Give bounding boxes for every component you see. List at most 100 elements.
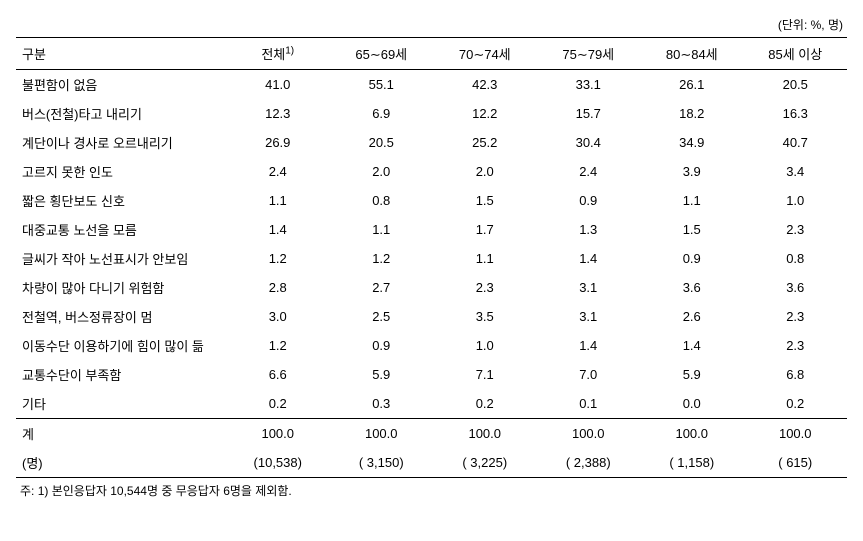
cell-value: 2.3 [744, 215, 848, 244]
table-row: 차량이 많아 다니기 위험함2.82.72.33.13.63.6 [16, 273, 847, 302]
row-label: 계단이나 경사로 오르내리기 [16, 128, 226, 157]
cell-value: 1.4 [640, 331, 744, 360]
table-row: 글씨가 작아 노선표시가 안보임1.21.21.11.40.90.8 [16, 244, 847, 273]
row-label: 교통수단이 부족함 [16, 360, 226, 389]
cell-value: 1.2 [226, 331, 330, 360]
cell-value: 1.3 [537, 215, 641, 244]
row-label: 글씨가 작아 노선표시가 안보임 [16, 244, 226, 273]
total-label: 계 [16, 419, 226, 449]
footnote: 주: 1) 본인응답자 10,544명 중 무응답자 6명을 제외함. [16, 482, 847, 499]
cell-value: 20.5 [330, 128, 434, 157]
cell-value: 1.5 [433, 186, 537, 215]
cell-value: 18.2 [640, 99, 744, 128]
count-value: ( 1,158) [640, 448, 744, 478]
cell-value: 26.9 [226, 128, 330, 157]
cell-value: 2.6 [640, 302, 744, 331]
cell-value: 2.4 [226, 157, 330, 186]
cell-value: 0.8 [744, 244, 848, 273]
cell-value: 2.3 [433, 273, 537, 302]
cell-value: 5.9 [640, 360, 744, 389]
header-category-text: 구분 [22, 47, 46, 62]
cell-value: 1.7 [433, 215, 537, 244]
table-row: 버스(전철)타고 내리기12.36.912.215.718.216.3 [16, 99, 847, 128]
cell-value: 0.9 [330, 331, 434, 360]
header-total: 전체1) [226, 38, 330, 70]
cell-value: 42.3 [433, 70, 537, 100]
cell-value: 0.9 [640, 244, 744, 273]
count-value: (10,538) [226, 448, 330, 478]
cell-value: 1.4 [537, 331, 641, 360]
cell-value: 1.2 [330, 244, 434, 273]
cell-value: 1.4 [537, 244, 641, 273]
cell-value: 3.1 [537, 302, 641, 331]
count-value: ( 2,388) [537, 448, 641, 478]
table-row: 교통수단이 부족함6.65.97.17.05.96.8 [16, 360, 847, 389]
cell-value: 1.4 [226, 215, 330, 244]
row-label: 불편함이 없음 [16, 70, 226, 100]
count-label: (명) [16, 448, 226, 478]
cell-value: 1.1 [330, 215, 434, 244]
table-row: 기타0.20.30.20.10.00.2 [16, 389, 847, 419]
cell-value: 41.0 [226, 70, 330, 100]
cell-value: 1.0 [433, 331, 537, 360]
header-age-75-79-text: 75∼79세 [562, 47, 614, 62]
cell-value: 0.2 [744, 389, 848, 419]
cell-value: 3.1 [537, 273, 641, 302]
cell-value: 2.4 [537, 157, 641, 186]
cell-value: 6.6 [226, 360, 330, 389]
cell-value: 2.7 [330, 273, 434, 302]
cell-value: 20.5 [744, 70, 848, 100]
cell-value: 1.2 [226, 244, 330, 273]
row-label: 기타 [16, 389, 226, 419]
cell-value: 40.7 [744, 128, 848, 157]
header-total-super: 1) [285, 46, 294, 57]
cell-value: 0.8 [330, 186, 434, 215]
header-age-85-plus: 85세 이상 [744, 38, 848, 70]
cell-value: 0.1 [537, 389, 641, 419]
row-label: 차량이 많아 다니기 위험함 [16, 273, 226, 302]
header-age-70-74: 70∼74세 [433, 38, 537, 70]
cell-value: 16.3 [744, 99, 848, 128]
cell-value: 1.1 [433, 244, 537, 273]
header-age-75-79: 75∼79세 [537, 38, 641, 70]
header-age-80-84-text: 80∼84세 [666, 47, 718, 62]
cell-value: 5.9 [330, 360, 434, 389]
row-label: 버스(전철)타고 내리기 [16, 99, 226, 128]
cell-value: 0.2 [433, 389, 537, 419]
cell-value: 0.9 [537, 186, 641, 215]
cell-value: 1.1 [640, 186, 744, 215]
cell-value: 12.3 [226, 99, 330, 128]
cell-value: 1.5 [640, 215, 744, 244]
cell-value: 2.0 [330, 157, 434, 186]
cell-value: 6.9 [330, 99, 434, 128]
count-value: ( 3,150) [330, 448, 434, 478]
header-age-65-69-text: 65∼69세 [355, 47, 407, 62]
cell-value: 3.6 [640, 273, 744, 302]
cell-value: 3.5 [433, 302, 537, 331]
header-age-65-69: 65∼69세 [330, 38, 434, 70]
total-value: 100.0 [226, 419, 330, 449]
row-label: 전철역, 버스정류장이 멈 [16, 302, 226, 331]
cell-value: 3.9 [640, 157, 744, 186]
data-table: 구분 전체1) 65∼69세 70∼74세 75∼79세 80∼84세 85세 … [16, 37, 847, 478]
cell-value: 15.7 [537, 99, 641, 128]
total-value: 100.0 [640, 419, 744, 449]
table-row: 짧은 횡단보도 신호1.10.81.50.91.11.0 [16, 186, 847, 215]
total-value: 100.0 [433, 419, 537, 449]
total-row: 계100.0100.0100.0100.0100.0100.0 [16, 419, 847, 449]
row-label: 대중교통 노선을 모름 [16, 215, 226, 244]
cell-value: 2.3 [744, 331, 848, 360]
cell-value: 26.1 [640, 70, 744, 100]
cell-value: 33.1 [537, 70, 641, 100]
total-value: 100.0 [537, 419, 641, 449]
table-row: 고르지 못한 인도2.42.02.02.43.93.4 [16, 157, 847, 186]
row-label: 이동수단 이용하기에 힘이 많이 듦 [16, 331, 226, 360]
header-row: 구분 전체1) 65∼69세 70∼74세 75∼79세 80∼84세 85세 … [16, 38, 847, 70]
table-row: 계단이나 경사로 오르내리기26.920.525.230.434.940.7 [16, 128, 847, 157]
header-age-80-84: 80∼84세 [640, 38, 744, 70]
header-category: 구분 [16, 38, 226, 70]
cell-value: 34.9 [640, 128, 744, 157]
cell-value: 3.0 [226, 302, 330, 331]
cell-value: 12.2 [433, 99, 537, 128]
count-row: (명)(10,538)( 3,150)( 3,225)( 2,388)( 1,1… [16, 448, 847, 478]
